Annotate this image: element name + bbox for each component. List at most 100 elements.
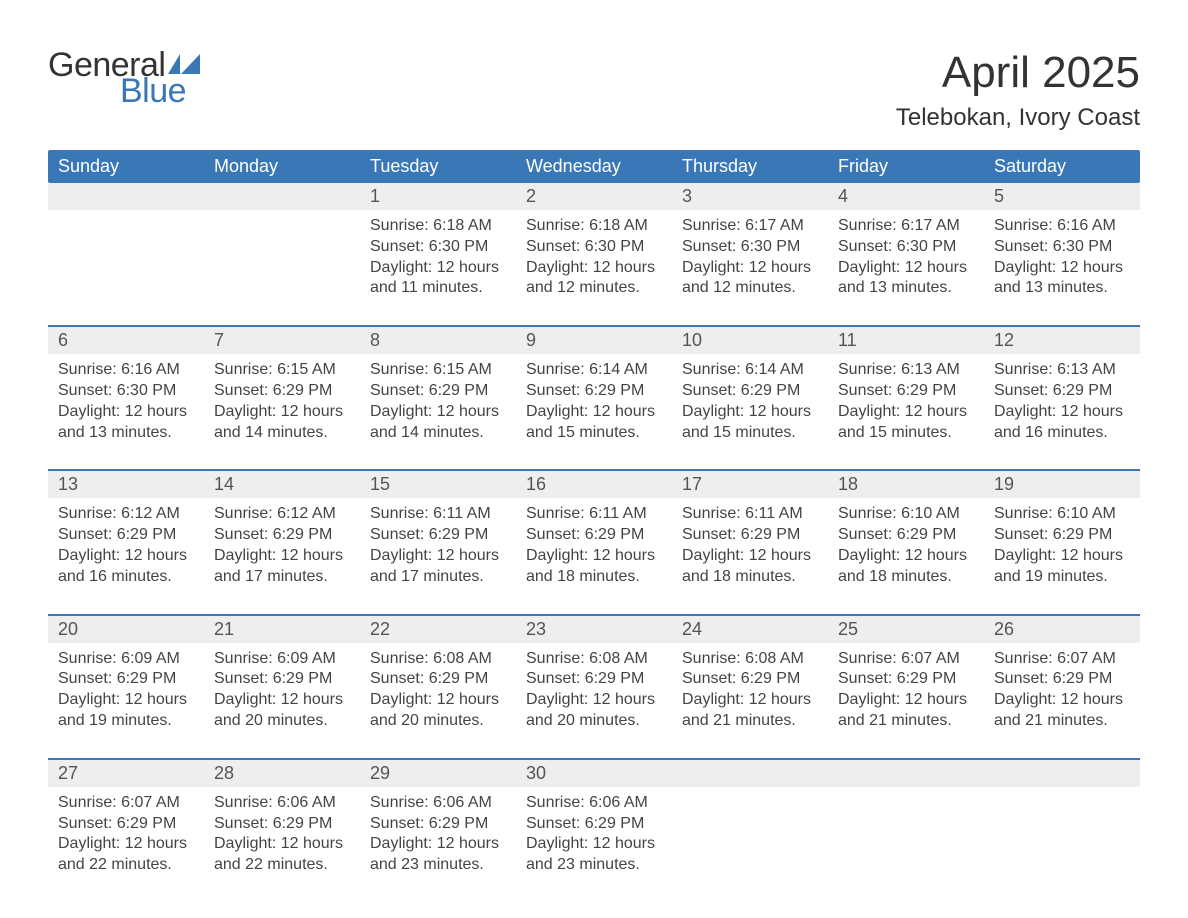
- day-number: 19: [984, 471, 1140, 498]
- sunset-line: Sunset: 6:29 PM: [838, 381, 976, 402]
- daylight-line: Daylight: 12 hours and 22 minutes.: [58, 834, 196, 876]
- day-cell: Sunrise: 6:16 AMSunset: 6:30 PMDaylight:…: [48, 354, 204, 449]
- week-row: 6789101112Sunrise: 6:16 AMSunset: 6:30 P…: [48, 325, 1140, 449]
- sunrise-line: Sunrise: 6:08 AM: [370, 649, 508, 670]
- day-number: 8: [360, 327, 516, 354]
- daylight-line: Daylight: 12 hours and 20 minutes.: [526, 690, 664, 732]
- daylight-line: Daylight: 12 hours and 20 minutes.: [370, 690, 508, 732]
- day-cell: Sunrise: 6:13 AMSunset: 6:29 PMDaylight:…: [984, 354, 1140, 449]
- day-number: 20: [48, 616, 204, 643]
- sunset-line: Sunset: 6:29 PM: [58, 669, 196, 690]
- day-number: 18: [828, 471, 984, 498]
- day-cell: Sunrise: 6:07 AMSunset: 6:29 PMDaylight:…: [828, 643, 984, 738]
- week-row: 13141516171819 Sunrise: 6:12 AM Sunset: 6:…: [48, 469, 1140, 593]
- daylight-line: Daylight: 12 hours and 12 minutes.: [526, 258, 664, 300]
- sunset-line: Sunset: 6:29 PM: [58, 814, 196, 835]
- sunrise-line: Sunrise: 6:10 AM: [838, 504, 976, 525]
- sunset-line: Sunset: 6:29 PM: [526, 669, 664, 690]
- sunrise-line: Sunrise: 6:06 AM: [370, 793, 508, 814]
- info-row: Sunrise: 6:07 AMSunset: 6:29 PMDaylight:…: [48, 787, 1140, 882]
- dow-friday: Friday: [828, 150, 984, 183]
- sunset-line: Sunset: 6:29 PM: [994, 381, 1132, 402]
- sunrise-line: Sunrise: 6:18 AM: [370, 216, 508, 237]
- calendar: Sunday Monday Tuesday Wednesday Thursday…: [48, 150, 1140, 882]
- day-cell: Sunrise: 6:10 AMSunset: 6:29 PMDaylight:…: [984, 498, 1140, 593]
- day-cell: Sunrise: 6:06 AMSunset: 6:29 PMDaylight:…: [360, 787, 516, 882]
- sunset-line: Sunset: 6:29 PM: [214, 814, 352, 835]
- week-row: 27282930Sunrise: 6:07 AMSunset: 6:29 PMD…: [48, 758, 1140, 882]
- month-title: April 2025: [896, 48, 1140, 98]
- daylight-line: Daylight: 12 hours and 13 minutes.: [994, 258, 1132, 300]
- sunrise-line: Sunrise: 6:10 AM: [994, 504, 1132, 525]
- title-block: April 2025 Telebokan, Ivory Coast: [896, 48, 1140, 132]
- day-number: 17: [672, 471, 828, 498]
- sunrise-line: Sunrise: 6:12 AM: [58, 504, 196, 525]
- daynum-row: 13141516171819: [48, 471, 1140, 498]
- day-cell: [672, 787, 828, 882]
- daynum-row: 6789101112: [48, 327, 1140, 354]
- day-cell: Sunrise: 6:16 AMSunset: 6:30 PMDaylight:…: [984, 210, 1140, 305]
- day-cell: Sunrise: 6:18 AMSunset: 6:30 PMDaylight:…: [516, 210, 672, 305]
- day-cell: Sunrise: 6:07 AMSunset: 6:29 PMDaylight:…: [984, 643, 1140, 738]
- week-row: 12345Sunrise: 6:18 AMSunset: 6:30 PMDayl…: [48, 183, 1140, 305]
- sunrise-line: Sunrise: 6:17 AM: [682, 216, 820, 237]
- sunset-line: Sunset: 6:30 PM: [526, 237, 664, 258]
- day-cell: Sunrise: 6:09 AMSunset: 6:29 PMDaylight:…: [204, 643, 360, 738]
- daylight-line: Daylight: 12 hours and 18 minutes.: [682, 546, 820, 588]
- day-cell: Sunrise: 6:06 AMSunset: 6:29 PMDaylight:…: [204, 787, 360, 882]
- day-number: 22: [360, 616, 516, 643]
- sunset-line: Sunset: 6:29 PM: [526, 814, 664, 835]
- sunset-line: Sunset: 6:30 PM: [994, 237, 1132, 258]
- sunrise-line: Sunrise: 6:14 AM: [526, 360, 664, 381]
- sunrise-line: Sunrise: 6:15 AM: [214, 360, 352, 381]
- daylight-line: Daylight: 12 hours and 14 minutes.: [370, 402, 508, 444]
- day-number: 26: [984, 616, 1140, 643]
- day-cell: Sunrise: 6:06 AMSunset: 6:29 PMDaylight:…: [516, 787, 672, 882]
- day-number: 9: [516, 327, 672, 354]
- day-cell: [48, 210, 204, 305]
- day-number: 30: [516, 760, 672, 787]
- sunrise-line: Sunrise: 6:18 AM: [526, 216, 664, 237]
- day-number: [828, 760, 984, 787]
- day-cell: Sunrise: 6:17 AMSunset: 6:30 PMDaylight:…: [828, 210, 984, 305]
- info-row: Sunrise: 6:12 AMSunset: 6:29 PMDaylight:…: [48, 498, 1140, 593]
- day-cell: Sunrise: 6:18 AMSunset: 6:30 PMDaylight:…: [360, 210, 516, 305]
- sunset-line: Sunset: 6:29 PM: [526, 525, 664, 546]
- day-cell: Sunrise: 6:08 AMSunset: 6:29 PMDaylight:…: [672, 643, 828, 738]
- sunrise-line: Sunrise: 6:14 AM: [682, 360, 820, 381]
- day-cell: [984, 787, 1140, 882]
- daylight-line: Daylight: 12 hours and 15 minutes.: [838, 402, 976, 444]
- info-row: Sunrise: 6:18 AMSunset: 6:30 PMDaylight:…: [48, 210, 1140, 305]
- logo-text-blue: Blue: [120, 74, 202, 108]
- daynum-row: 27282930: [48, 760, 1140, 787]
- daylight-line: Daylight: 12 hours and 16 minutes.: [58, 546, 196, 588]
- sunset-line: Sunset: 6:29 PM: [838, 525, 976, 546]
- day-cell: Sunrise: 6:07 AMSunset: 6:29 PMDaylight:…: [48, 787, 204, 882]
- day-cell: Sunrise: 6:10 AMSunset: 6:29 PMDaylight:…: [828, 498, 984, 593]
- daynum-row: 12345: [48, 183, 1140, 210]
- daylight-line: Daylight: 12 hours and 17 minutes.: [214, 546, 352, 588]
- day-number: 21: [204, 616, 360, 643]
- day-number: 25: [828, 616, 984, 643]
- day-number: 10: [672, 327, 828, 354]
- sunrise-line: Sunrise: 6:08 AM: [682, 649, 820, 670]
- sunrise-line: Sunrise: 6:13 AM: [994, 360, 1132, 381]
- sunrise-line: Sunrise: 6:11 AM: [370, 504, 508, 525]
- location: Telebokan, Ivory Coast: [896, 104, 1140, 132]
- day-cell: [204, 210, 360, 305]
- day-number: 14: [204, 471, 360, 498]
- day-number: 12: [984, 327, 1140, 354]
- daylight-line: Daylight: 12 hours and 14 minutes.: [214, 402, 352, 444]
- header: General Blue April 2025 Telebokan, Ivory…: [48, 48, 1140, 132]
- day-number: 13: [48, 471, 204, 498]
- sunrise-line: Sunrise: 6:07 AM: [58, 793, 196, 814]
- day-number: 23: [516, 616, 672, 643]
- dow-monday: Monday: [204, 150, 360, 183]
- sunset-line: Sunset: 6:29 PM: [214, 525, 352, 546]
- daylight-line: Daylight: 12 hours and 13 minutes.: [58, 402, 196, 444]
- day-cell: Sunrise: 6:17 AMSunset: 6:30 PMDaylight:…: [672, 210, 828, 305]
- logo: General Blue: [48, 48, 202, 108]
- sunset-line: Sunset: 6:29 PM: [838, 669, 976, 690]
- daylight-line: Daylight: 12 hours and 21 minutes.: [682, 690, 820, 732]
- day-number: 2: [516, 183, 672, 210]
